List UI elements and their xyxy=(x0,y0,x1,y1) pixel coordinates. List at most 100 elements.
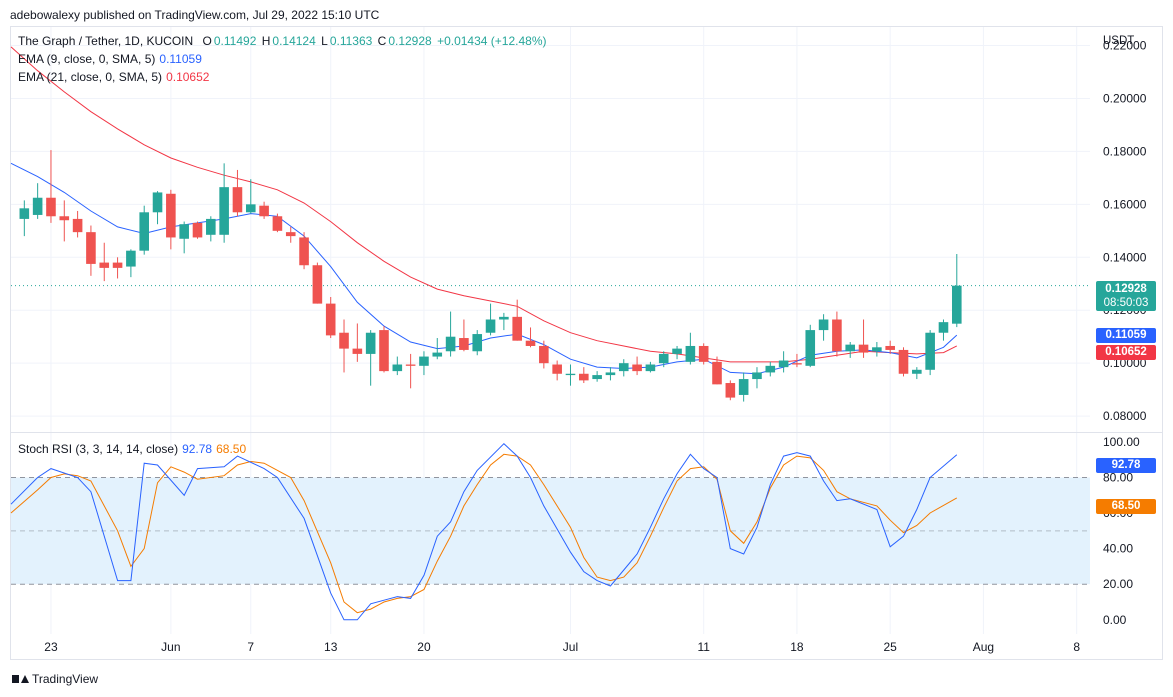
legend-ema9[interactable]: EMA (9, close, 0, SMA, 5) 0.11059 xyxy=(18,52,202,66)
candle-body xyxy=(539,345,549,364)
candle-body xyxy=(512,316,522,341)
candle xyxy=(285,226,296,243)
candle xyxy=(379,326,389,373)
candle-body xyxy=(192,222,203,238)
stoch-k-line xyxy=(10,443,958,621)
time-axis: 23 Jun 7 13 20 Jul 11 18 25 Aug 8 xyxy=(44,640,1080,654)
stoch-d-tag: 68.50 xyxy=(1096,499,1156,514)
price-grid xyxy=(11,27,1162,433)
legend-stoch[interactable]: Stoch RSI (3, 3, 14, 14, close) 92.78 68.5… xyxy=(18,442,246,456)
candle-body xyxy=(459,338,469,350)
stoch-d-line xyxy=(10,453,958,614)
candle-body xyxy=(658,353,669,364)
candle-body xyxy=(845,344,856,352)
candle-body xyxy=(579,373,589,381)
legend-change: +0.01434 (+12.48%) xyxy=(437,34,547,48)
ema9-tag: 0.11059 xyxy=(1096,328,1156,343)
candle-body xyxy=(472,334,483,352)
candle xyxy=(459,319,469,352)
legend-ema9-label: EMA (9, close, 0, SMA, 5) xyxy=(18,52,156,66)
time-tick-label: 11 xyxy=(697,640,710,654)
candle-body xyxy=(379,330,389,372)
candle-body xyxy=(166,193,176,238)
candle xyxy=(99,242,110,282)
time-tick-label: Aug xyxy=(973,640,994,654)
last-price-value: 0.12928 xyxy=(1105,283,1147,295)
ema21-tag: 0.10652 xyxy=(1096,345,1156,360)
time-tick-label: 20 xyxy=(417,640,431,654)
candle-body xyxy=(951,285,962,324)
candle xyxy=(579,367,589,384)
time-tick-label: 23 xyxy=(44,640,58,654)
candle xyxy=(126,249,136,278)
candle-body xyxy=(698,345,709,362)
candle-body xyxy=(499,316,509,320)
candle-body xyxy=(245,204,256,213)
candle xyxy=(432,338,443,360)
candle xyxy=(818,314,829,341)
candle xyxy=(472,330,483,356)
candle-body xyxy=(685,345,696,362)
candle xyxy=(325,297,336,339)
candle-body xyxy=(618,363,629,372)
candle-body xyxy=(152,192,163,213)
candle xyxy=(405,353,416,389)
candle-body xyxy=(299,237,309,266)
candle xyxy=(685,332,696,365)
candle xyxy=(445,311,456,357)
candle-body xyxy=(565,373,576,376)
candle-body xyxy=(525,340,536,346)
legend-ema21-label: EMA (21, close, 0, SMA, 5) xyxy=(18,70,163,84)
candle-body xyxy=(259,205,269,217)
candle xyxy=(112,257,123,279)
stoch-k-tag: 92.78 xyxy=(1096,458,1156,473)
candle xyxy=(272,213,283,233)
candle xyxy=(725,380,736,401)
candle-body xyxy=(898,349,909,374)
candle xyxy=(245,179,256,214)
stoch-lines xyxy=(10,443,958,621)
candle xyxy=(552,360,562,381)
tradingview-logo[interactable]: TradingView xyxy=(12,672,98,686)
candle-body xyxy=(872,347,882,352)
candle xyxy=(499,312,509,331)
candle xyxy=(592,371,602,382)
candle-body xyxy=(485,319,496,333)
candle xyxy=(832,311,842,357)
candle xyxy=(845,342,856,358)
candle-body xyxy=(818,319,829,331)
candle-body xyxy=(432,352,443,357)
candle xyxy=(645,361,656,373)
candle-body xyxy=(778,360,789,368)
candle-body xyxy=(445,336,456,352)
legend-stoch-label: Stoch RSI (3, 3, 14, 14, close) xyxy=(18,442,179,456)
candle-body xyxy=(32,197,43,215)
candle xyxy=(632,356,642,376)
candle xyxy=(179,221,189,254)
price-tick-label: 0.20000 xyxy=(1103,91,1147,105)
candle-body xyxy=(645,364,656,372)
candle-body xyxy=(632,364,642,372)
stoch-tick-label: 40.00 xyxy=(1103,542,1133,556)
candle-body xyxy=(725,383,736,398)
candle-body xyxy=(325,303,336,336)
price-tick-label: 0.18000 xyxy=(1103,144,1147,158)
candle-body xyxy=(352,348,363,354)
candle-body xyxy=(912,369,922,374)
last-price-tag: 0.12928 08:50:03 xyxy=(1096,281,1156,311)
legend-stoch-d: 68.50 xyxy=(216,442,247,456)
candle xyxy=(805,324,816,368)
candle xyxy=(312,262,323,304)
candle xyxy=(912,367,922,380)
candle xyxy=(485,303,496,336)
candle-body xyxy=(592,375,602,380)
candle xyxy=(392,356,403,376)
candle-body xyxy=(765,365,776,373)
candle xyxy=(219,163,229,243)
legend-ema21[interactable]: EMA (21, close, 0, SMA, 5) 0.10652 xyxy=(18,70,209,84)
candle xyxy=(299,232,309,270)
candle-body xyxy=(885,345,895,350)
candle xyxy=(778,351,789,373)
time-tick-label: 7 xyxy=(247,640,254,654)
